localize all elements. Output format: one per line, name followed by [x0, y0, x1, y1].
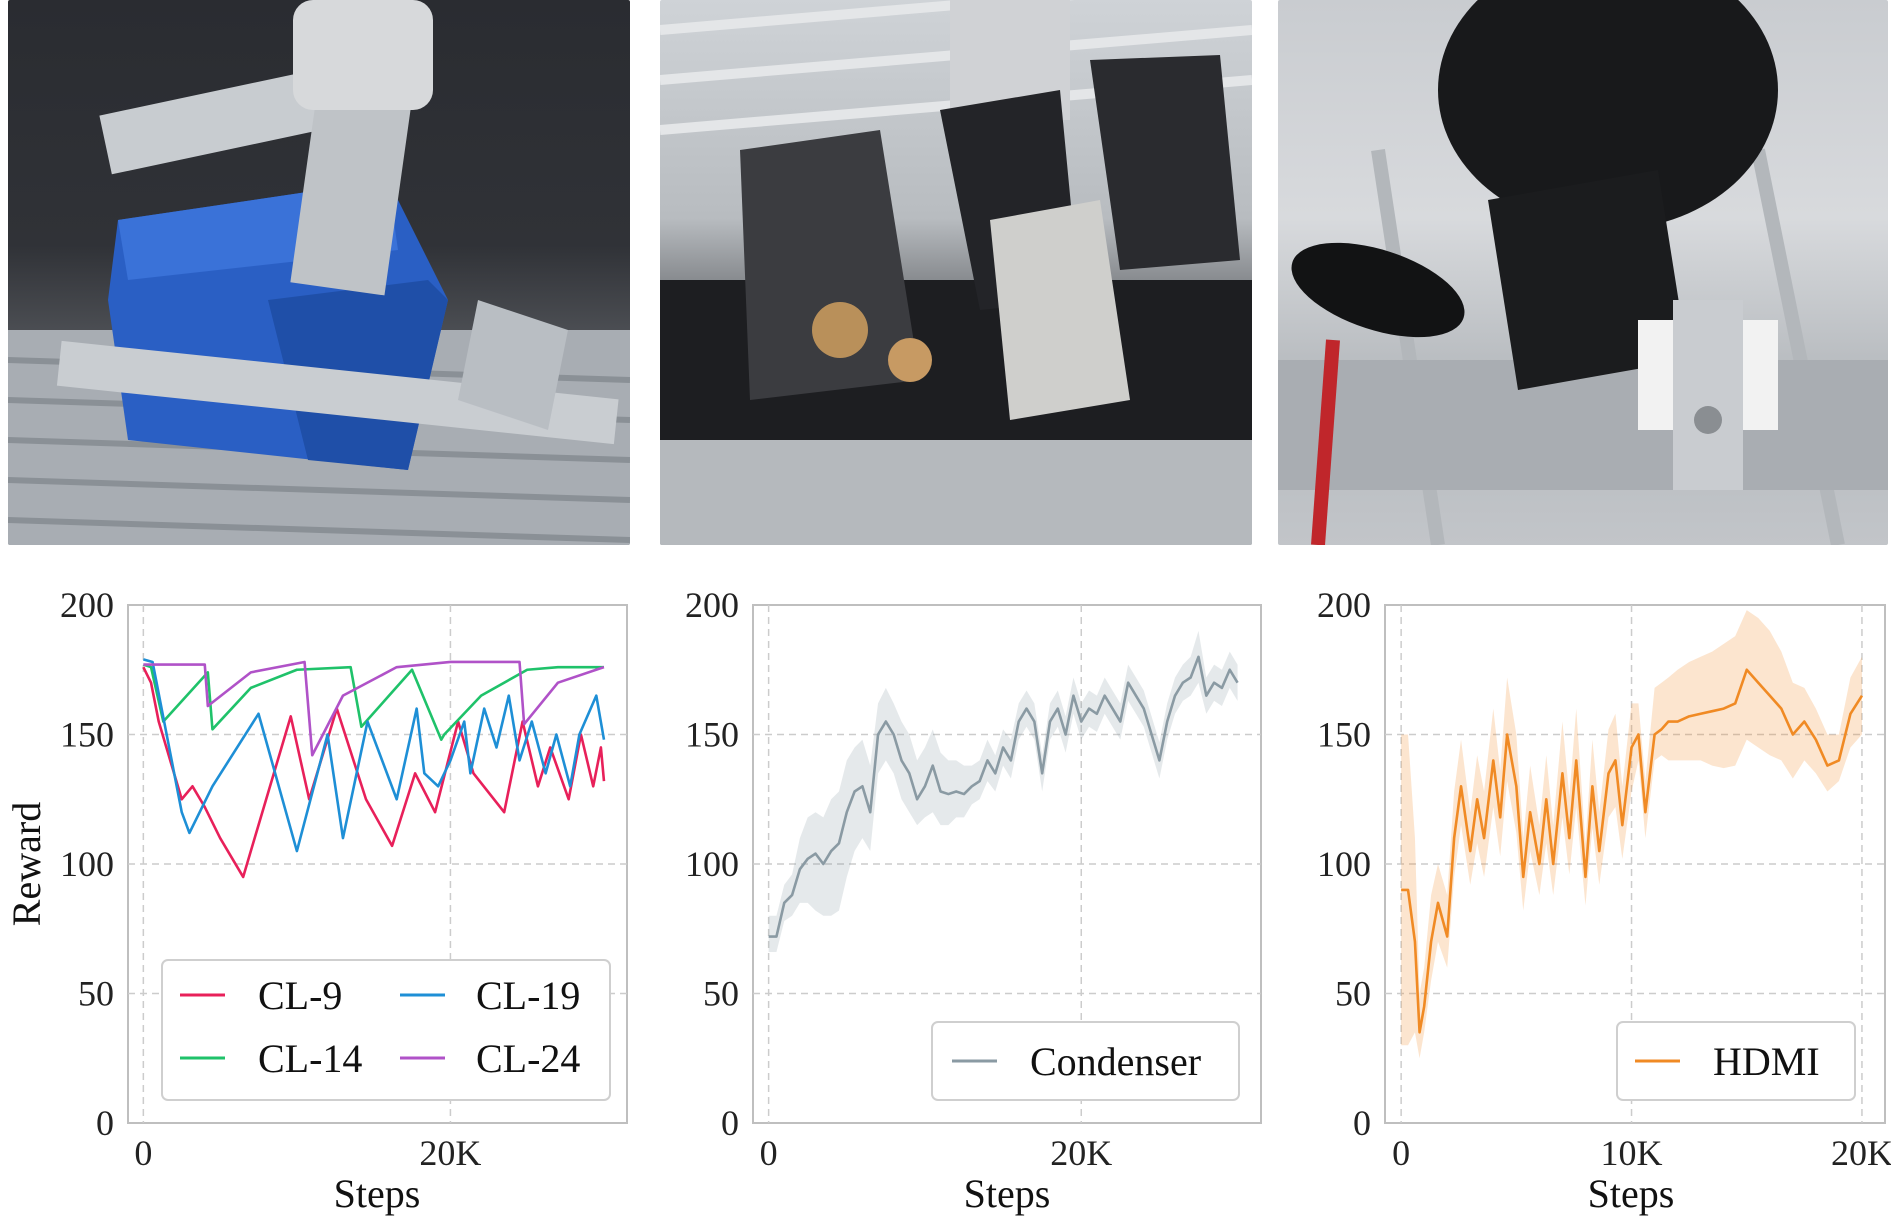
grid-lines — [753, 605, 1261, 1123]
legend: HDMI — [1616, 1021, 1856, 1101]
legend-label-hdmi: HDMI — [1713, 1039, 1820, 1084]
y-axis-title: Reward — [4, 802, 49, 926]
cable-holder-photo — [8, 0, 630, 545]
y-tick-label: 50 — [703, 974, 739, 1014]
legend-box — [161, 959, 611, 1101]
series-lines — [142, 658, 606, 879]
y-tick-labels: 0 50 100 150 200 — [60, 585, 114, 1143]
y-tick-label: 0 — [721, 1103, 739, 1143]
grid-lines — [128, 605, 627, 1123]
x-tick-label: 0 — [1392, 1133, 1410, 1173]
series-line-condenser — [768, 655, 1239, 938]
series-lines — [1401, 668, 1864, 1034]
y-tick-label: 200 — [60, 585, 114, 625]
series-line-hdmi — [1401, 668, 1864, 1034]
legend: CL-9 CL-19 CL-14 CL-24 — [161, 959, 611, 1101]
y-tick-label: 100 — [60, 844, 114, 884]
legend-label-condenser: Condenser — [1030, 1039, 1201, 1084]
y-tick-label: 50 — [78, 974, 114, 1014]
y-tick-label: 100 — [685, 844, 739, 884]
chart-cl-rewards: 0 50 100 150 200 0 20K Steps Reward CL-9 CL-1… — [4, 585, 628, 1216]
y-tick-label: 0 — [1353, 1103, 1371, 1143]
hdmi-photo — [1278, 0, 1888, 545]
series-line-cl-24 — [143, 660, 605, 757]
x-tick-labels: 0 20K — [760, 1133, 1113, 1173]
y-tick-label: 0 — [96, 1103, 114, 1143]
x-tick-label: 0 — [134, 1133, 152, 1173]
x-tick-labels: 0 10K 20K — [1392, 1133, 1891, 1173]
grid-lines — [1385, 605, 1885, 1123]
confidence-bands — [1401, 610, 1862, 1059]
x-tick-label: 0 — [760, 1133, 778, 1173]
series-line-cl-9 — [142, 666, 606, 879]
series-line-cl-14 — [142, 663, 604, 741]
y-tick-label: 100 — [1317, 844, 1371, 884]
band-hdmi — [1401, 610, 1862, 1059]
y-tick-label: 200 — [685, 585, 739, 625]
chart-hdmi: 0 50 100 150 200 0 10K 20K Steps HDMI — [1317, 585, 1891, 1216]
chart-condenser: 0 50 100 150 200 0 20K Steps Condenser — [685, 585, 1262, 1216]
y-tick-label: 150 — [60, 715, 114, 755]
legend-label-cl-19: CL-19 — [476, 973, 580, 1018]
x-tick-label: 10K — [1601, 1133, 1663, 1173]
y-tick-label: 150 — [1317, 715, 1371, 755]
x-tick-labels: 0 20K — [134, 1133, 481, 1173]
y-tick-label: 200 — [1317, 585, 1371, 625]
x-axis-title: Steps — [334, 1171, 421, 1216]
legend: Condenser — [931, 1021, 1240, 1101]
x-tick-label: 20K — [1831, 1133, 1891, 1173]
legend-box — [931, 1021, 1240, 1101]
legend-label-cl-24: CL-24 — [476, 1036, 580, 1081]
y-tick-labels: 0 50 100 150 200 — [1317, 585, 1371, 1143]
x-tick-label: 20K — [1050, 1133, 1112, 1173]
condenser-photo — [660, 0, 1252, 545]
y-tick-labels: 0 50 100 150 200 — [685, 585, 739, 1143]
legend-box — [1616, 1021, 1856, 1101]
legend-label-cl-9: CL-9 — [258, 973, 342, 1018]
x-axis-title: Steps — [1588, 1171, 1675, 1216]
series-line-cl-19 — [143, 658, 606, 853]
y-tick-label: 50 — [1335, 974, 1371, 1014]
y-tick-label: 150 — [685, 715, 739, 755]
confidence-bands — [768, 630, 1238, 953]
band-condenser — [768, 630, 1238, 953]
x-axis-title: Steps — [964, 1171, 1051, 1216]
legend-label-cl-14: CL-14 — [258, 1036, 362, 1081]
x-tick-label: 20K — [419, 1133, 481, 1173]
series-lines — [768, 655, 1239, 938]
